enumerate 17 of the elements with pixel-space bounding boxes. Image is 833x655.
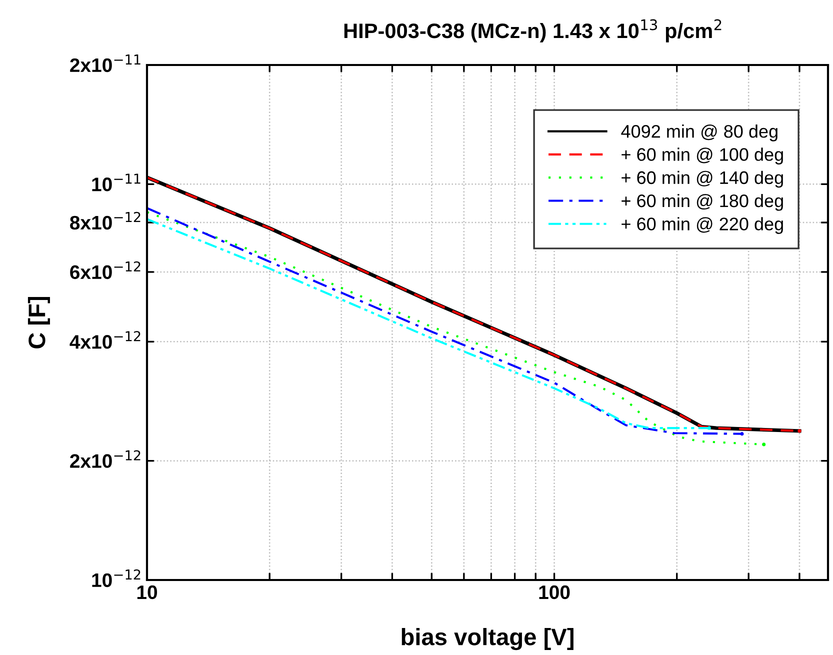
- legend-label: + 60 min @ 140 deg: [622, 170, 783, 188]
- chart-title: HIP-003-C38 (MCz-n) 1.43 x 10$^{13}$ p/cm$^{2}$: [344, 19, 722, 42]
- y-tick-label: 10$^{−12}$: [92, 569, 140, 588]
- y-tick-label: 10$^{−11}$: [92, 174, 140, 192]
- y-tick-label: 4x10$^{−12}$: [70, 331, 140, 349]
- y-tick-label: 2x10$^{−12}$: [70, 450, 140, 468]
- x-axis-title: bias voltage [V]: [402, 628, 574, 650]
- x-tick-label: 100: [539, 585, 570, 600]
- legend-label: + 60 min @ 220 deg: [622, 217, 783, 234]
- y-tick-label: 2x10$^{−11}$: [70, 54, 140, 72]
- legend-label: + 60 min @ 100 deg: [622, 148, 783, 165]
- y-tick-label: 8x10$^{−12}$: [70, 212, 140, 230]
- legend-label: 4092 min @ 80 deg: [621, 124, 778, 142]
- legend-label: + 60 min @ 180 deg: [622, 194, 783, 211]
- y-tick-label: 6x10$^{−12}$: [70, 261, 140, 280]
- x-tick-label: 10: [137, 585, 158, 600]
- y-axis-title: C [F]: [28, 296, 50, 348]
